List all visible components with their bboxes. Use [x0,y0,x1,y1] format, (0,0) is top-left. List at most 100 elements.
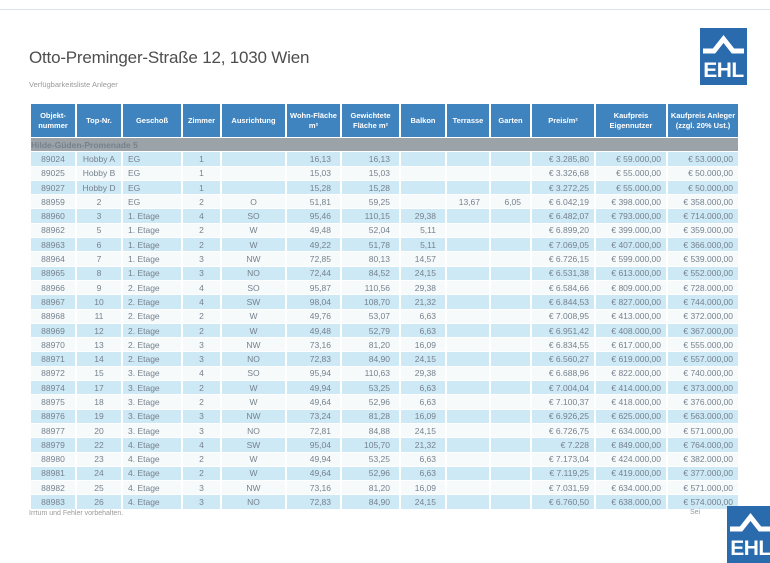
cell-preis_m2: € 3.285,80 [532,152,594,166]
cell-objektnummer: 88966 [31,280,75,295]
cell-zimmer: 2 [183,323,220,338]
cell-ausrichtung: NW [222,252,285,266]
cell-top_nr: 2 [77,195,121,209]
cell-kaufpreis_anleger: € 557.000,00 [668,352,738,366]
cell-gewichtete_flaeche: 51,78 [342,238,399,252]
cell-objektnummer: 88967 [31,295,75,309]
cell-zimmer: 3 [183,481,220,495]
cell-kaufpreis_anleger: € 376.000,00 [668,395,738,409]
cell-kaufpreis_eigennutzer: € 625.000,00 [596,409,666,423]
cell-objektnummer: 88964 [31,252,75,266]
cell-gewichtete_flaeche: 16,13 [342,152,399,166]
cell-top_nr: 11 [77,309,121,323]
cell-garten [491,352,530,366]
cell-preis_m2: € 3.272,25 [532,180,594,195]
cell-objektnummer: 88974 [31,381,75,395]
table-row: 88975 18 3. Etage 2 W 49,64 52,96 6,63 € 7.100,3… [31,395,738,409]
cell-zimmer: 4 [183,366,220,381]
table-row: 88963 6 1. Etage 2 W 49,22 51,78 5,11 € 7.069,05… [31,238,738,252]
cell-gewichtete_flaeche: 110,56 [342,280,399,295]
cell-geschoss: 1. Etage [123,209,181,223]
table-row: 88962 5 1. Etage 2 W 49,48 52,04 5,11 € 6.899,20… [31,223,738,238]
cell-preis_m2: € 6.834,55 [532,338,594,352]
cell-garten [491,280,530,295]
cell-wohnflaeche: 73,16 [287,338,340,352]
cell-garten [491,438,530,452]
table-row: 88965 8 1. Etage 3 NO 72,44 84,52 24,15 € 6.531,… [31,266,738,280]
cell-balkon: 6,63 [401,452,445,466]
cell-top_nr: 10 [77,295,121,309]
cell-preis_m2: € 6.899,20 [532,223,594,238]
cell-kaufpreis_anleger: € 367.000,00 [668,323,738,338]
cell-wohnflaeche: 15,03 [287,166,340,180]
cell-ausrichtung: W [222,452,285,466]
column-header-balkon: Balkon [401,104,445,137]
cell-terrasse [447,409,489,423]
cell-top_nr: 17 [77,381,121,395]
cell-geschoss: 4. Etage [123,438,181,452]
cell-wohnflaeche: 49,48 [287,323,340,338]
cell-garten [491,481,530,495]
cell-kaufpreis_eigennutzer: € 399.000,00 [596,223,666,238]
cell-wohnflaeche: 95,46 [287,209,340,223]
cell-gewichtete_flaeche: 52,96 [342,395,399,409]
cell-garten [491,423,530,438]
cell-geschoss: 3. Etage [123,423,181,438]
cell-zimmer: 2 [183,195,220,209]
cell-kaufpreis_eigennutzer: € 849.000,00 [596,438,666,452]
cell-terrasse [447,266,489,280]
cell-geschoss: 1. Etage [123,238,181,252]
cell-top_nr: 8 [77,266,121,280]
cell-kaufpreis_anleger: € 574.000,00 [668,495,738,509]
cell-top_nr: Hobby D [77,180,121,195]
cell-gewichtete_flaeche: 59,25 [342,195,399,209]
cell-garten [491,152,530,166]
cell-garten: 6,05 [491,195,530,209]
cell-wohnflaeche: 49,64 [287,466,340,481]
cell-terrasse [447,280,489,295]
cell-kaufpreis_eigennutzer: € 827.000,00 [596,295,666,309]
cell-top_nr: 19 [77,409,121,423]
cell-wohnflaeche: 15,28 [287,180,340,195]
cell-garten [491,366,530,381]
page-label: Sei [690,509,701,516]
cell-terrasse [447,495,489,509]
cell-top_nr: 15 [77,366,121,381]
cell-preis_m2: € 6.688,96 [532,366,594,381]
cell-kaufpreis_eigennutzer: € 408.000,00 [596,323,666,338]
cell-kaufpreis_eigennutzer: € 793.000,00 [596,209,666,223]
cell-zimmer: 4 [183,295,220,309]
cell-top_nr: 5 [77,223,121,238]
cell-gewichtete_flaeche: 105,70 [342,438,399,452]
cell-geschoss: EG [123,180,181,195]
cell-balkon: 29,38 [401,280,445,295]
cell-ausrichtung: NO [222,352,285,366]
cell-kaufpreis_eigennutzer: € 619.000,00 [596,352,666,366]
cell-preis_m2: € 3.326,68 [532,166,594,180]
cell-terrasse [447,423,489,438]
table-row: 88977 20 3. Etage 3 NO 72,81 84,88 24,15 € 6.726… [31,423,738,438]
cell-objektnummer: 89024 [31,152,75,166]
table-row: 88966 9 2. Etage 4 SO 95,87 110,56 29,38 € 6.584… [31,280,738,295]
cell-garten [491,180,530,195]
cell-zimmer: 3 [183,409,220,423]
cell-kaufpreis_eigennutzer: € 634.000,00 [596,423,666,438]
cell-garten [491,409,530,423]
cell-garten [491,209,530,223]
cell-kaufpreis_anleger: € 373.000,00 [668,381,738,395]
cell-ausrichtung: SO [222,366,285,381]
cell-kaufpreis_anleger: € 359.000,00 [668,223,738,238]
table-row: 88982 25 4. Etage 3 NW 73,16 81,20 16,09 € 7.031… [31,481,738,495]
cell-kaufpreis_eigennutzer: € 59.000,00 [596,152,666,166]
column-header-preis_m2: Preis/m² [532,104,594,137]
cell-kaufpreis_anleger: € 377.000,00 [668,466,738,481]
cell-zimmer: 2 [183,223,220,238]
cell-kaufpreis_eigennutzer: € 424.000,00 [596,452,666,466]
section-row: Hilde-Güden-Promenade 5 [31,138,738,152]
cell-wohnflaeche: 49,94 [287,381,340,395]
cell-kaufpreis_anleger: € 50.000,00 [668,166,738,180]
cell-geschoss: 2. Etage [123,352,181,366]
table-row: 89025 Hobby B EG 1 15,03 15,03 € 3.326,68 € 55.… [31,166,738,180]
cell-garten [491,323,530,338]
cell-balkon: 16,09 [401,338,445,352]
